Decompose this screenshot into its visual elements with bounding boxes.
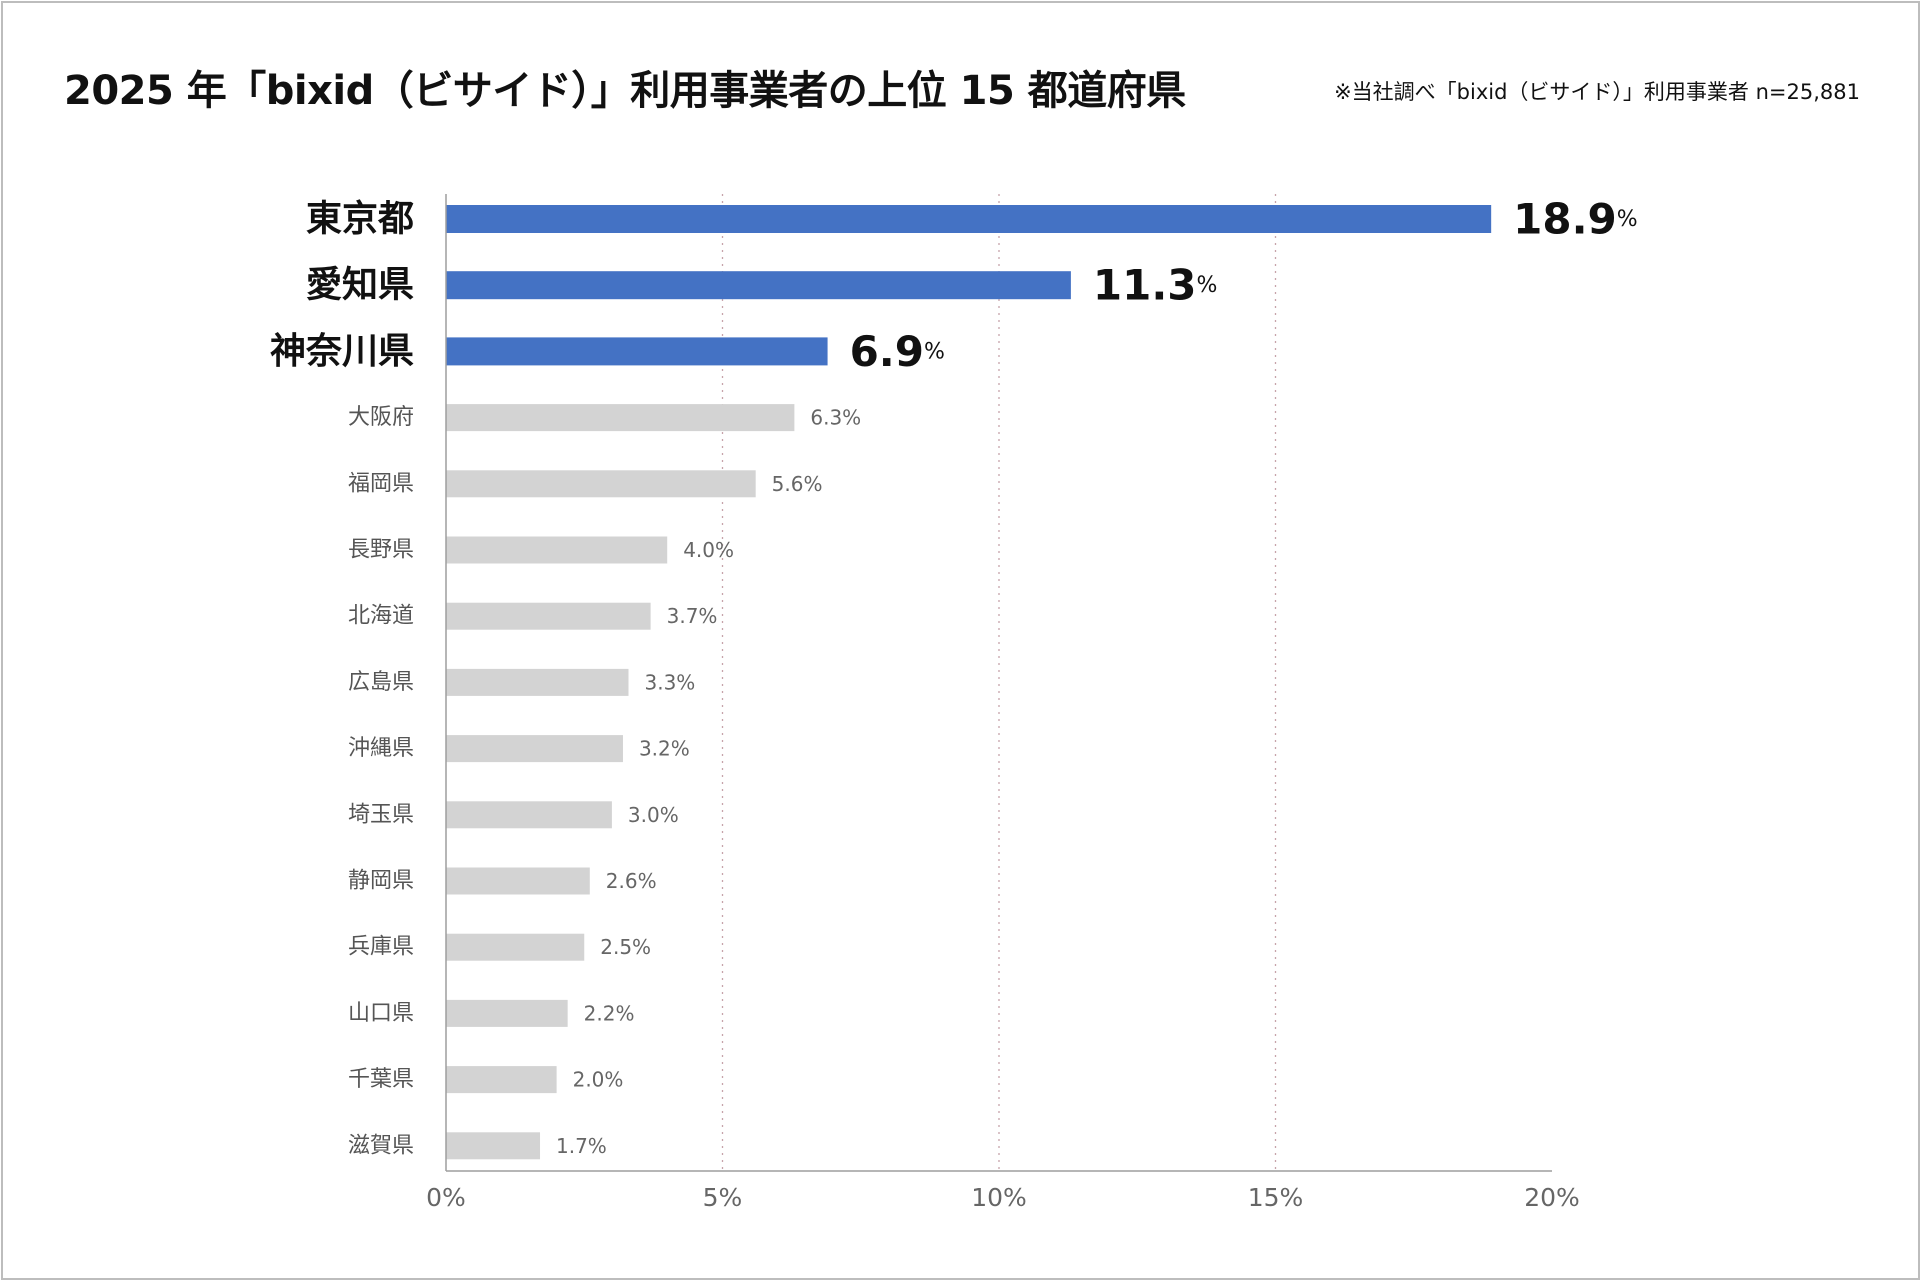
bar — [446, 668, 629, 696]
bar — [446, 1132, 541, 1160]
category-label: 滋賀県 — [348, 1133, 414, 1158]
category-label: 静岡県 — [348, 869, 414, 894]
x-tick-label: 10% — [971, 1183, 1027, 1212]
value-label: 3.2% — [639, 737, 690, 761]
x-tick-label: 20% — [1524, 1183, 1580, 1212]
value-label: 2.5% — [600, 935, 651, 959]
value-label: 1.7% — [556, 1134, 607, 1158]
category-label: 千葉県 — [348, 1067, 414, 1092]
category-label: 長野県 — [348, 538, 414, 563]
value-label: 6.3% — [810, 406, 861, 430]
value-label: 2.2% — [584, 1001, 635, 1025]
value-label: 4.0% — [683, 538, 734, 562]
bar — [446, 999, 568, 1027]
value-label: 11.3% — [1093, 261, 1218, 310]
bar — [446, 602, 651, 630]
bar — [446, 801, 612, 829]
x-tick-label: 5% — [703, 1183, 743, 1212]
x-tick-label: 0% — [426, 1183, 466, 1212]
category-label: 東京都 — [306, 198, 414, 240]
bar — [446, 271, 1071, 300]
source-note: ※当社調べ「bixid（ビサイド）」利用事業者 n=25,881 — [1334, 80, 1860, 104]
category-label: 沖縄県 — [348, 736, 414, 761]
value-label: 3.0% — [628, 803, 679, 827]
bar — [446, 933, 585, 961]
value-label: 18.9% — [1513, 195, 1638, 244]
category-label: 山口県 — [348, 1001, 414, 1026]
value-label: 2.0% — [573, 1068, 624, 1092]
category-label: 兵庫県 — [348, 935, 414, 960]
bar — [446, 470, 756, 498]
category-label: 北海道 — [348, 604, 414, 629]
category-label: 福岡県 — [348, 471, 414, 496]
category-label: 愛知県 — [306, 265, 414, 306]
bar — [446, 536, 668, 564]
value-label: 6.9% — [850, 327, 945, 376]
value-label: 2.6% — [606, 869, 657, 893]
value-label: 3.3% — [644, 670, 695, 694]
value-label: 3.7% — [667, 604, 718, 628]
category-label: 埼玉県 — [348, 802, 414, 827]
bar — [446, 867, 590, 895]
chart-title: 2025 年「bixid（ビサイド）」利用事業者の上位 15 都道府県 — [64, 68, 1186, 114]
bar — [446, 404, 795, 432]
bar — [446, 1066, 557, 1094]
category-label: 広島県 — [348, 670, 414, 695]
category-label: 神奈川県 — [270, 331, 414, 372]
category-label: 大阪府 — [348, 405, 414, 430]
bar — [446, 735, 623, 763]
bar — [446, 337, 828, 366]
x-tick-label: 15% — [1248, 1183, 1304, 1212]
value-label: 5.6% — [772, 472, 823, 496]
bar — [446, 205, 1492, 233]
